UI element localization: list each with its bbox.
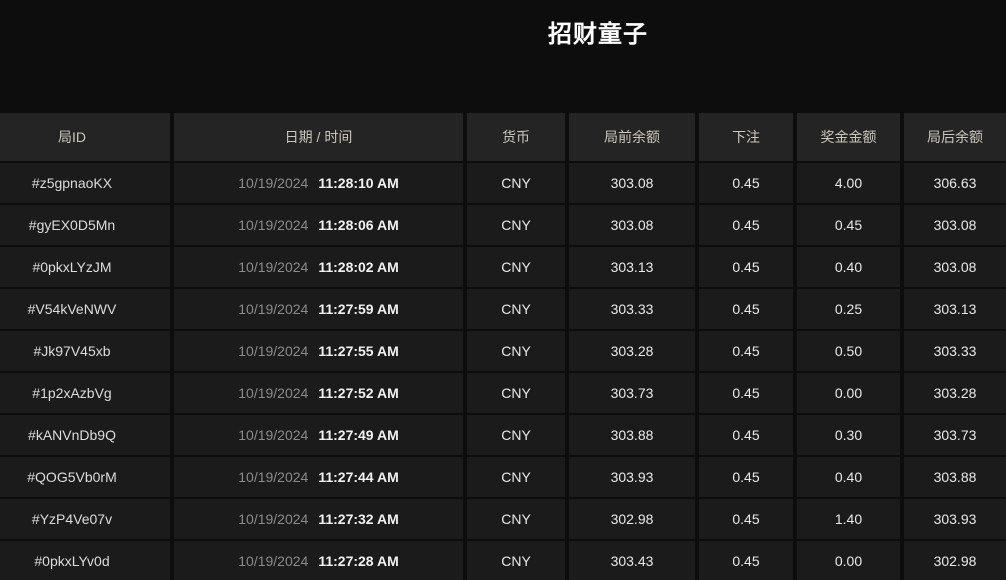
time-text: 11:27:32 AM [318, 511, 399, 527]
date-time-cell: 10/19/2024 11:28:10 AM [174, 163, 463, 203]
date-time-cell: 10/19/2024 11:27:52 AM [174, 373, 463, 413]
prize-amount-cell: 0.40 [797, 247, 900, 287]
time-text: 11:27:55 AM [318, 343, 399, 359]
bet-cell: 0.45 [699, 415, 793, 455]
date-text: 10/19/2024 [238, 217, 309, 233]
column-header-balance-before: 局前余额 [569, 113, 695, 161]
prize-amount-cell: 0.00 [797, 541, 900, 580]
time-text: 11:27:49 AM [318, 427, 399, 443]
round-id-cell: #0pkxLYv0d [0, 541, 170, 580]
balance-after-cell: 303.08 [904, 247, 1006, 287]
column-header-date-time: 日期 / 时间 [174, 113, 463, 161]
date-time-cell: 10/19/2024 11:27:28 AM [174, 541, 463, 580]
date-text: 10/19/2024 [238, 259, 309, 275]
date-text: 10/19/2024 [238, 427, 309, 443]
currency-cell: CNY [467, 499, 565, 539]
column-header-round-id: 局ID [0, 113, 170, 161]
prize-amount-cell: 0.30 [797, 415, 900, 455]
balance-after-cell: 303.13 [904, 289, 1006, 329]
bet-cell: 0.45 [699, 163, 793, 203]
round-id-cell: #QOG5Vb0rM [0, 457, 170, 497]
column-header-bet: 下注 [699, 113, 793, 161]
prize-amount-cell: 0.45 [797, 205, 900, 245]
date-time-cell: 10/19/2024 11:28:02 AM [174, 247, 463, 287]
balance-before-cell: 303.33 [569, 289, 695, 329]
date-time-cell: 10/19/2024 11:27:44 AM [174, 457, 463, 497]
balance-after-cell: 303.28 [904, 373, 1006, 413]
prize-amount-cell: 4.00 [797, 163, 900, 203]
balance-before-cell: 303.08 [569, 163, 695, 203]
currency-cell: CNY [467, 205, 565, 245]
currency-cell: CNY [467, 457, 565, 497]
prize-amount-cell: 0.00 [797, 373, 900, 413]
balance-before-cell: 303.28 [569, 331, 695, 371]
balance-before-cell: 303.08 [569, 205, 695, 245]
bet-cell: 0.45 [699, 247, 793, 287]
date-time-cell: 10/19/2024 11:27:59 AM [174, 289, 463, 329]
prize-amount-cell: 1.40 [797, 499, 900, 539]
bet-cell: 0.45 [699, 457, 793, 497]
date-text: 10/19/2024 [238, 385, 309, 401]
time-text: 11:28:06 AM [318, 217, 399, 233]
time-text: 11:27:28 AM [318, 553, 399, 569]
date-time-cell: 10/19/2024 11:27:32 AM [174, 499, 463, 539]
currency-cell: CNY [467, 163, 565, 203]
balance-before-cell: 302.98 [569, 499, 695, 539]
bet-cell: 0.45 [699, 331, 793, 371]
date-text: 10/19/2024 [238, 553, 309, 569]
balance-before-cell: 303.93 [569, 457, 695, 497]
page-title: 招财童子 [548, 21, 648, 48]
balance-after-cell: 303.88 [904, 457, 1006, 497]
currency-cell: CNY [467, 289, 565, 329]
balance-after-cell: 303.73 [904, 415, 1006, 455]
balance-before-cell: 303.73 [569, 373, 695, 413]
round-id-cell: #0pkxLYzJM [0, 247, 170, 287]
bet-cell: 0.45 [699, 541, 793, 580]
column-header-balance-after: 局后余额 [904, 113, 1006, 161]
balance-after-cell: 302.98 [904, 541, 1006, 580]
balance-before-cell: 303.43 [569, 541, 695, 580]
round-id-cell: #V54kVeNWV [0, 289, 170, 329]
date-text: 10/19/2024 [238, 469, 309, 485]
bet-cell: 0.45 [699, 289, 793, 329]
time-text: 11:27:44 AM [318, 469, 399, 485]
bet-cell: 0.45 [699, 499, 793, 539]
date-time-cell: 10/19/2024 11:27:55 AM [174, 331, 463, 371]
round-id-cell: #gyEX0D5Mn [0, 205, 170, 245]
prize-amount-cell: 0.40 [797, 457, 900, 497]
game-history-table: 局ID 日期 / 时间 货币 局前余额 下注 奖金金额 局后余额 #z5gpna… [0, 113, 1006, 580]
date-text: 10/19/2024 [238, 343, 309, 359]
currency-cell: CNY [467, 541, 565, 580]
column-header-currency: 货币 [467, 113, 565, 161]
currency-cell: CNY [467, 415, 565, 455]
date-text: 10/19/2024 [238, 301, 309, 317]
time-text: 11:28:10 AM [318, 175, 399, 191]
column-header-prize-amount: 奖金金额 [797, 113, 900, 161]
time-text: 11:27:59 AM [318, 301, 399, 317]
balance-after-cell: 303.33 [904, 331, 1006, 371]
round-id-cell: #1p2xAzbVg [0, 373, 170, 413]
round-id-cell: #z5gpnaoKX [0, 163, 170, 203]
date-text: 10/19/2024 [238, 511, 309, 527]
balance-after-cell: 306.63 [904, 163, 1006, 203]
round-id-cell: #Jk97V45xb [0, 331, 170, 371]
balance-after-cell: 303.08 [904, 205, 1006, 245]
date-time-cell: 10/19/2024 11:27:49 AM [174, 415, 463, 455]
balance-before-cell: 303.88 [569, 415, 695, 455]
date-time-cell: 10/19/2024 11:28:06 AM [174, 205, 463, 245]
prize-amount-cell: 0.25 [797, 289, 900, 329]
prize-amount-cell: 0.50 [797, 331, 900, 371]
time-text: 11:28:02 AM [318, 259, 399, 275]
currency-cell: CNY [467, 373, 565, 413]
round-id-cell: #YzP4Ve07v [0, 499, 170, 539]
bet-cell: 0.45 [699, 205, 793, 245]
currency-cell: CNY [467, 247, 565, 287]
round-id-cell: #kANVnDb9Q [0, 415, 170, 455]
balance-before-cell: 303.13 [569, 247, 695, 287]
date-text: 10/19/2024 [238, 175, 309, 191]
time-text: 11:27:52 AM [318, 385, 399, 401]
currency-cell: CNY [467, 331, 565, 371]
balance-after-cell: 303.93 [904, 499, 1006, 539]
bet-cell: 0.45 [699, 373, 793, 413]
